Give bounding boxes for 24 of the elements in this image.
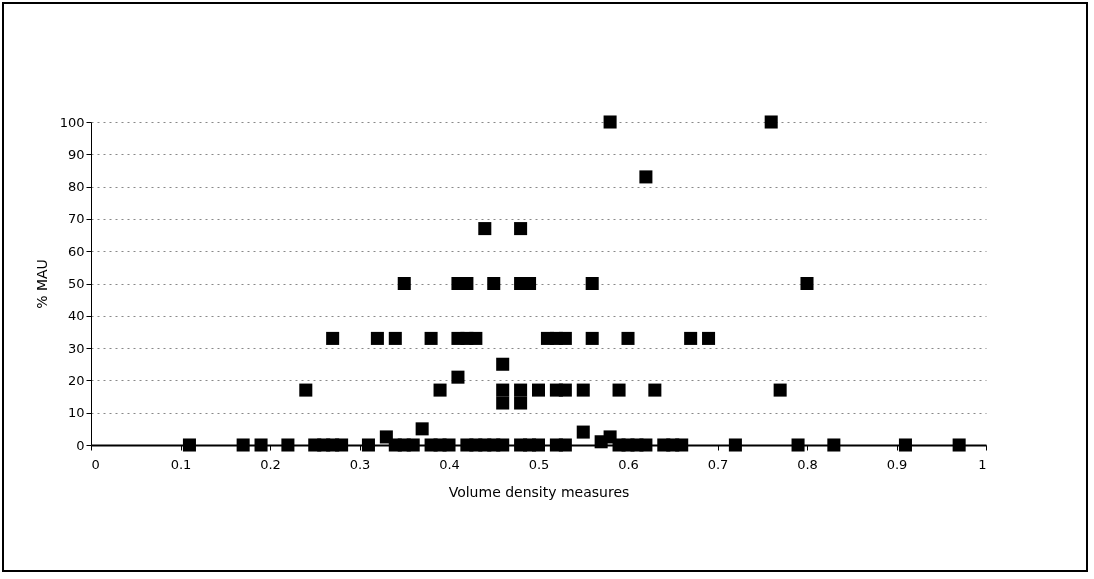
x-tick-label: 0.4: [439, 456, 460, 472]
y-tick-label: 100: [59, 114, 85, 130]
x-tick-label: 0.6: [618, 456, 639, 472]
x-tick-label: 1: [978, 456, 987, 472]
y-tick-label: 20: [67, 372, 85, 388]
y-tick-label: 30: [67, 340, 85, 356]
x-tick-label: 0.3: [349, 456, 371, 472]
y-axis-title: % MAU: [33, 259, 50, 309]
y-tick-label: 60: [67, 243, 85, 259]
x-tick-label: 0.8: [797, 456, 818, 472]
y-tick-label: 50: [67, 276, 85, 291]
y-tick-label: 70: [67, 211, 85, 227]
y-tick-label: 10: [67, 405, 85, 421]
x-axis-title: Volume density measures: [448, 483, 630, 500]
y-tick-label: 80: [67, 179, 85, 195]
x-tick-label: 0.1: [170, 456, 192, 472]
y-tick-label: 90: [67, 146, 85, 162]
y-tick-label: 0: [76, 437, 85, 453]
x-tick-label: 0.9: [886, 456, 908, 472]
x-tick-label: 0.7: [707, 456, 729, 472]
x-tick-label: 0.5: [528, 456, 550, 472]
y-tick-label: 40: [67, 308, 85, 324]
x-tick-label: 0: [91, 456, 100, 472]
x-tick-label: 0.2: [260, 456, 281, 472]
